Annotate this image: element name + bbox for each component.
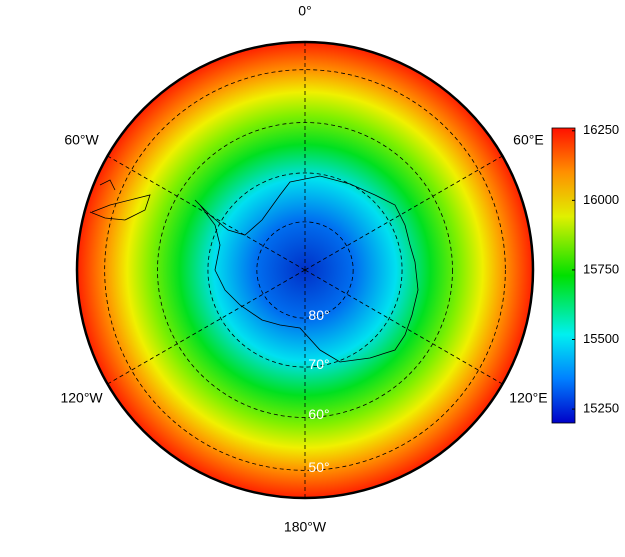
colorbar-frame: [551, 127, 576, 424]
meridian: [304, 269, 503, 385]
meridian-label: 0°: [298, 3, 311, 19]
meridian-label: 60°W: [64, 132, 99, 148]
parallel-label: 60°: [308, 406, 329, 422]
coastline: [89, 179, 151, 221]
colorbar-tick-label: 15250: [583, 401, 619, 416]
meridian-label: 180°W: [284, 519, 327, 535]
parallel: [104, 69, 506, 471]
meridian: [107, 155, 306, 271]
colorbar-tick-label: 16250: [583, 122, 619, 137]
parallel-label: 50°: [308, 459, 329, 475]
meridian: [107, 269, 306, 385]
colorbar-tick-label: 15750: [583, 261, 619, 276]
coastline: [194, 175, 419, 363]
meridian-label: 60°E: [513, 132, 544, 148]
parallel-label: 70°: [308, 356, 329, 372]
parallel: [207, 172, 403, 368]
meridian-label: 120°E: [509, 390, 547, 406]
colorbar-tick-label: 15500: [583, 331, 619, 346]
colorbar-tick-label: 16000: [583, 192, 619, 207]
map-border: [75, 40, 535, 500]
meridian: [304, 155, 503, 271]
parallel-label: 80°: [308, 307, 329, 323]
meridian-label: 120°W: [60, 390, 103, 406]
colorbar: [552, 128, 575, 423]
parallel: [256, 221, 354, 319]
